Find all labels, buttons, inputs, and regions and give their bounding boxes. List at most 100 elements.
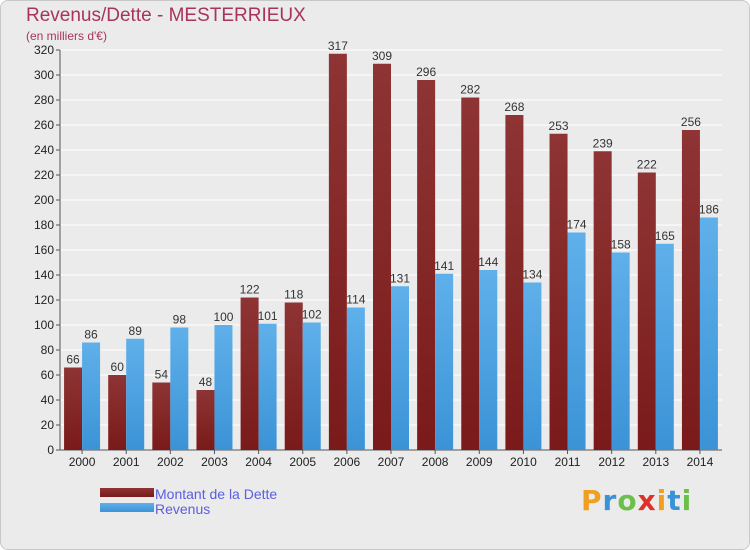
x-tick-label: 2002	[157, 455, 184, 469]
bar-revenus	[435, 273, 454, 450]
data-label-revenus: 102	[302, 308, 322, 322]
bar-revenus	[346, 307, 365, 450]
data-label-revenus: 101	[258, 309, 278, 323]
x-tick-label: 2003	[201, 455, 228, 469]
bar-dette	[505, 115, 524, 450]
data-label-revenus: 98	[173, 313, 187, 327]
data-label-revenus: 100	[213, 310, 233, 324]
y-tick-label: 100	[34, 318, 54, 332]
legend-label-dette: Montant de la Dette	[155, 486, 277, 502]
data-label-dette: 296	[416, 65, 436, 79]
y-tick-label: 60	[41, 368, 55, 382]
bar-revenus	[391, 286, 409, 450]
bar-revenus	[170, 327, 189, 450]
x-tick-label: 2008	[422, 455, 449, 469]
x-tick-label: 2009	[466, 455, 493, 469]
data-label-revenus: 141	[434, 259, 454, 273]
bar-dette	[549, 133, 568, 450]
y-tick-label: 180	[34, 218, 54, 232]
bar-revenus	[523, 282, 542, 450]
data-label-dette: 239	[593, 136, 613, 150]
y-tick-label: 40	[41, 393, 55, 407]
bar-dette	[417, 80, 436, 450]
y-tick-label: 280	[34, 93, 54, 107]
bar-revenus	[302, 322, 321, 450]
proxiti-logo: Proxiti	[581, 484, 693, 517]
bar-dette	[593, 151, 612, 450]
x-tick-label: 2010	[510, 455, 537, 469]
bar-dette	[681, 130, 700, 450]
bar-revenus	[126, 338, 145, 450]
y-tick-label: 300	[34, 68, 54, 82]
y-tick-label: 80	[41, 343, 55, 357]
data-label-revenus: 174	[567, 218, 587, 232]
data-label-dette: 317	[328, 39, 348, 53]
bar-dette	[284, 302, 303, 450]
data-label-revenus: 158	[611, 238, 631, 252]
bar-revenus	[258, 323, 277, 450]
x-tick-label: 2012	[598, 455, 625, 469]
y-tick-label: 140	[34, 268, 54, 282]
data-label-revenus: 186	[699, 203, 719, 217]
x-tick-label: 2007	[378, 455, 405, 469]
data-label-dette: 309	[372, 49, 392, 63]
bar-dette	[240, 297, 259, 450]
data-label-dette: 48	[199, 375, 213, 389]
bar-dette	[64, 367, 83, 450]
data-label-revenus: 134	[522, 268, 542, 282]
legend-label-revenus: Revenus	[155, 501, 210, 517]
bar-dette	[373, 63, 391, 450]
y-tick-label: 220	[34, 168, 54, 182]
y-tick-label: 120	[34, 293, 54, 307]
data-label-dette: 253	[549, 119, 569, 133]
y-tick-label: 200	[34, 193, 54, 207]
bar-revenus	[699, 217, 718, 450]
data-label-dette: 60	[111, 360, 125, 374]
data-label-dette: 118	[284, 288, 303, 302]
bar-dette	[196, 390, 215, 450]
bar-dette	[108, 375, 127, 450]
data-label-revenus: 165	[655, 229, 675, 243]
y-tick-label: 320	[34, 43, 54, 57]
chart-subtitle: (en milliers d'€)	[26, 29, 107, 43]
y-tick-label: 260	[34, 118, 54, 132]
y-tick-label: 20	[41, 418, 55, 432]
data-label-dette: 282	[460, 83, 480, 97]
bar-dette	[461, 97, 480, 450]
bar-revenus	[479, 270, 498, 450]
data-label-dette: 66	[66, 353, 80, 367]
bar-revenus	[214, 325, 233, 450]
x-tick-label: 2013	[642, 455, 669, 469]
legend-swatch-revenus	[100, 503, 154, 512]
y-tick-label: 240	[34, 143, 54, 157]
data-label-dette: 54	[155, 368, 169, 382]
bar-dette	[328, 53, 347, 450]
x-tick-label: 2004	[245, 455, 272, 469]
bar-revenus	[655, 243, 674, 450]
bar-revenus	[611, 252, 630, 450]
bar-revenus	[567, 232, 586, 450]
data-label-dette: 256	[681, 115, 701, 129]
x-tick-label: 2000	[69, 455, 96, 469]
bar-dette	[152, 382, 171, 450]
x-tick-label: 2014	[687, 455, 714, 469]
x-tick-label: 2011	[555, 455, 581, 469]
y-tick-label: 0	[47, 443, 54, 457]
data-label-revenus: 144	[478, 255, 498, 269]
chart-title: Revenus/Dette - MESTERRIEUX	[26, 5, 306, 26]
data-label-revenus: 86	[84, 328, 98, 342]
bar-dette	[637, 172, 656, 450]
legend-swatch-dette	[100, 488, 154, 497]
data-label-dette: 222	[637, 158, 657, 172]
x-tick-label: 2005	[289, 455, 316, 469]
x-tick-label: 2001	[113, 455, 140, 469]
data-label-revenus: 114	[346, 293, 365, 307]
x-tick-label: 2006	[334, 455, 361, 469]
data-label-dette: 122	[240, 283, 260, 297]
data-label-revenus: 89	[129, 324, 143, 338]
bar-revenus	[82, 342, 101, 450]
data-label-revenus: 131	[390, 271, 410, 285]
y-tick-label: 160	[34, 243, 54, 257]
data-label-dette: 268	[504, 100, 524, 114]
